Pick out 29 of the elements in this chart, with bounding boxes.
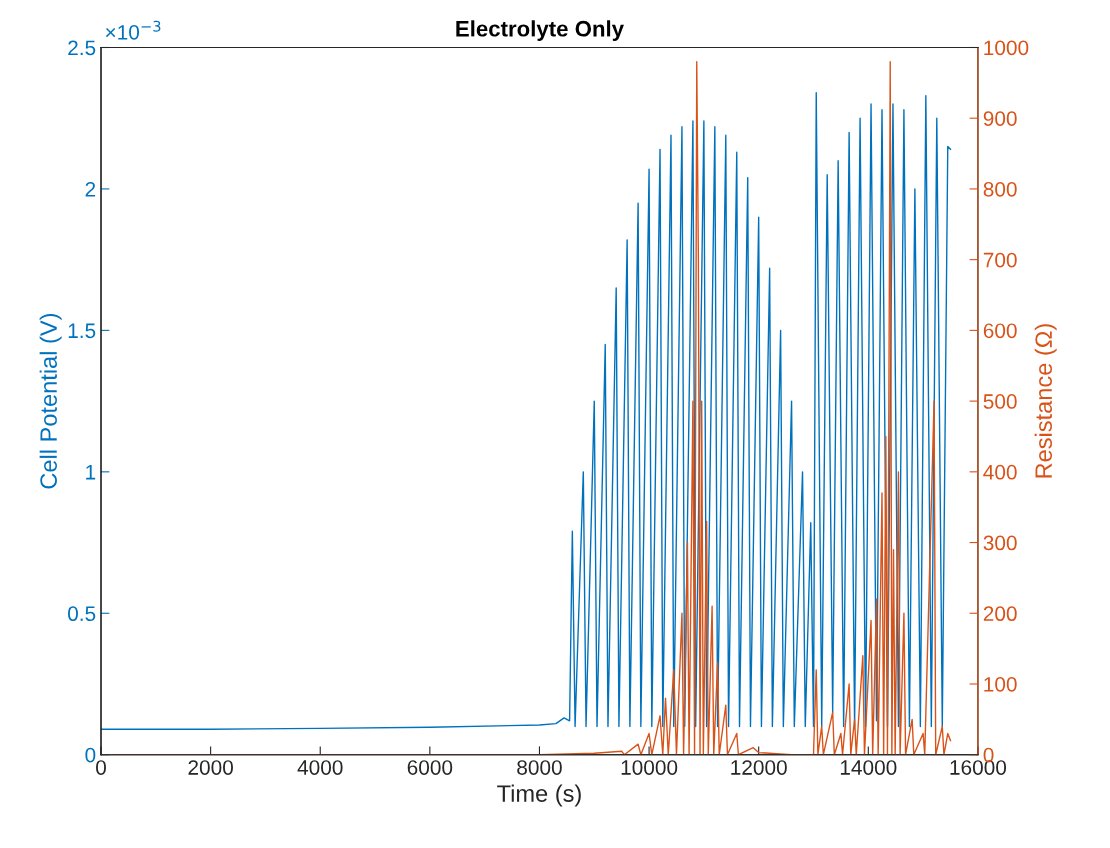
y2-tick-label: 300 (983, 535, 1017, 551)
y2-tick-label: 1000 (984, 40, 1029, 56)
y-tick-label: 0.5 (68, 606, 96, 622)
x-tick-label: 12000 (731, 760, 787, 775)
y-tick-label: 1.5 (68, 323, 96, 339)
x-tick-label: 14000 (840, 760, 897, 775)
y-tick-label: 1 (86, 465, 96, 480)
x-axis-title: Time (s) (497, 784, 581, 807)
y2-tick-label: 400 (983, 464, 1017, 480)
y2-tick-label: 200 (983, 606, 1017, 622)
y2-tick-label: 800 (983, 181, 1017, 197)
x-tick-label: 6000 (407, 760, 453, 775)
x-tick-label: 2000 (188, 760, 233, 775)
y2-tick-label: 600 (983, 323, 1017, 339)
y-tick-label: 2 (85, 181, 96, 197)
y2-tick-label: 500 (983, 394, 1017, 409)
y2-axis-title: Resistance (Ω) (1034, 324, 1057, 478)
y-tick-label: 2.5 (68, 40, 96, 56)
x-tick-label: 0 (96, 760, 106, 775)
y2-tick-label: 100 (984, 677, 1017, 692)
y2-tick-label: 700 (983, 252, 1017, 268)
x-tick-label: 10000 (621, 760, 678, 775)
y-axis-title: Cell Potential (V) (39, 313, 62, 489)
x-tick-label: 4000 (297, 760, 343, 775)
y2-tick-label: 900 (983, 111, 1017, 126)
x-tick-label: 8000 (517, 760, 562, 775)
y-tick-label: 0 (85, 747, 96, 763)
chart-title: Electrolyte Only (456, 20, 624, 41)
text: ×10$^{−3}$ (105, 20, 161, 40)
